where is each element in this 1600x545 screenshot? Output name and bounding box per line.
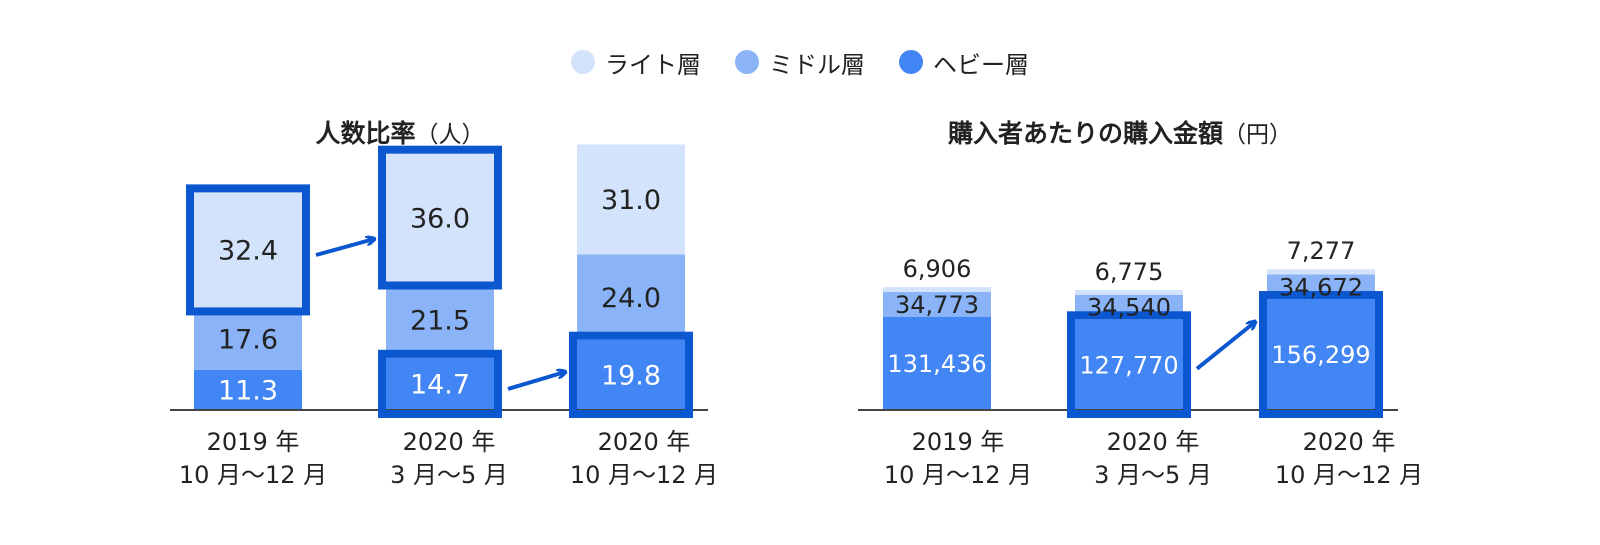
left-value-label-middle-2: 21.5 bbox=[410, 305, 470, 336]
category-year: 2020 年 bbox=[597, 428, 691, 456]
left-value-label-middle-1: 17.6 bbox=[218, 324, 278, 355]
left-bar-heavy-2 bbox=[386, 357, 494, 410]
right-value-label-middle-3: 34,672 bbox=[1279, 273, 1363, 301]
right-chart-title: 購入者あたりの購入金額（円） bbox=[880, 114, 1360, 150]
category-year: 2019 年 bbox=[911, 428, 1005, 456]
left-category-label-1: 2019 年 10 月〜12 月 bbox=[153, 426, 353, 492]
legend-label-light: ライト層 bbox=[605, 50, 701, 79]
category-months: 3 月〜5 月 bbox=[390, 461, 508, 489]
right-value-label-light-2: 6,775 bbox=[1095, 258, 1164, 286]
left-value-label-heavy-1: 11.3 bbox=[218, 376, 278, 407]
legend-label-middle: ミドル層 bbox=[769, 50, 865, 79]
left-highlight-frame-4 bbox=[569, 331, 693, 418]
right-value-label-light-3: 7,277 bbox=[1287, 237, 1356, 265]
legend-swatch-middle bbox=[735, 50, 759, 74]
left-category-label-2: 2020 年 3 月〜5 月 bbox=[349, 426, 549, 492]
left-trend-arrow-2 bbox=[507, 372, 565, 391]
left-value-label-light-3: 31.0 bbox=[601, 185, 661, 216]
right-highlight-frame-2 bbox=[1259, 291, 1383, 418]
left-highlight-frame-3 bbox=[378, 349, 502, 419]
category-months: 10 月〜12 月 bbox=[883, 461, 1033, 489]
right-bar-light-1 bbox=[883, 287, 991, 292]
right-bar-heavy-1 bbox=[883, 316, 991, 410]
category-year: 2020 年 bbox=[402, 428, 496, 456]
right-value-label-middle-2: 34,540 bbox=[1087, 294, 1171, 322]
left-value-label-heavy-3: 19.8 bbox=[601, 361, 661, 392]
category-year: 2019 年 bbox=[206, 428, 300, 456]
legend-swatch-heavy bbox=[899, 50, 923, 74]
left-value-label-light-2: 36.0 bbox=[410, 203, 470, 234]
right-category-label-3: 2020 年 10 月〜12 月 bbox=[1249, 426, 1449, 492]
legend-item-middle: ミドル層 bbox=[735, 45, 865, 80]
left-chart-title: 人数比率（人） bbox=[240, 114, 560, 150]
right-highlight-frame-1 bbox=[1067, 311, 1191, 418]
legend-item-heavy: ヘビー層 bbox=[899, 45, 1029, 80]
legend-swatch-light bbox=[571, 50, 595, 74]
right-bar-middle-1 bbox=[883, 291, 991, 317]
left-trend-arrow-1 bbox=[315, 239, 374, 257]
category-months: 10 月〜12 月 bbox=[1274, 461, 1424, 489]
right-bar-light-2 bbox=[1075, 289, 1183, 295]
category-months: 3 月〜5 月 bbox=[1094, 461, 1212, 489]
right-bar-light-3 bbox=[1267, 269, 1375, 275]
left-bar-light-1 bbox=[194, 192, 302, 308]
left-value-label-light-1: 32.4 bbox=[218, 236, 278, 267]
category-months: 10 月〜12 月 bbox=[178, 461, 328, 489]
left-highlight-frame-1 bbox=[186, 184, 310, 316]
category-year: 2020 年 bbox=[1106, 428, 1200, 456]
left-bar-heavy-3 bbox=[577, 339, 685, 410]
left-bar-light-2 bbox=[386, 153, 494, 282]
left-value-label-heavy-2: 14.7 bbox=[410, 370, 470, 401]
right-value-label-light-1: 6,906 bbox=[903, 255, 972, 283]
category-year: 2020 年 bbox=[1302, 428, 1396, 456]
right-trend-arrow-1 bbox=[1195, 322, 1255, 371]
right-bar-heavy-2 bbox=[1075, 319, 1183, 410]
left-highlight-frame-2 bbox=[378, 145, 502, 290]
legend-item-light: ライト層 bbox=[571, 45, 701, 80]
right-category-label-1: 2019 年 10 月〜12 月 bbox=[858, 426, 1058, 492]
left-chart-title-text: 人数比率 bbox=[315, 119, 416, 148]
left-category-label-3: 2020 年 10 月〜12 月 bbox=[544, 426, 744, 492]
legend-label-heavy: ヘビー層 bbox=[933, 50, 1029, 79]
right-chart-title-text: 購入者あたりの購入金額 bbox=[947, 119, 1223, 148]
left-value-label-middle-3: 24.0 bbox=[601, 283, 661, 314]
left-bar-middle-1 bbox=[194, 307, 302, 370]
right-value-label-heavy-3: 156,299 bbox=[1271, 341, 1370, 369]
right-value-label-heavy-1: 131,436 bbox=[887, 350, 986, 378]
chart-legend: ライト層 ミドル層 ヘビー層 bbox=[0, 42, 1600, 82]
left-chart-title-unit: （人） bbox=[415, 122, 485, 148]
right-bar-heavy-3 bbox=[1267, 299, 1375, 410]
right-chart-title-unit: （円） bbox=[1223, 122, 1292, 148]
right-value-label-middle-1: 34,773 bbox=[895, 291, 979, 319]
right-value-label-heavy-2: 127,770 bbox=[1079, 351, 1178, 379]
left-bar-middle-2 bbox=[386, 281, 494, 358]
left-bar-middle-3 bbox=[577, 254, 685, 340]
left-bar-light-3 bbox=[577, 144, 685, 255]
right-category-label-2: 2020 年 3 月〜5 月 bbox=[1053, 426, 1253, 492]
category-months: 10 月〜12 月 bbox=[569, 461, 719, 489]
left-bar-heavy-1 bbox=[194, 369, 302, 410]
